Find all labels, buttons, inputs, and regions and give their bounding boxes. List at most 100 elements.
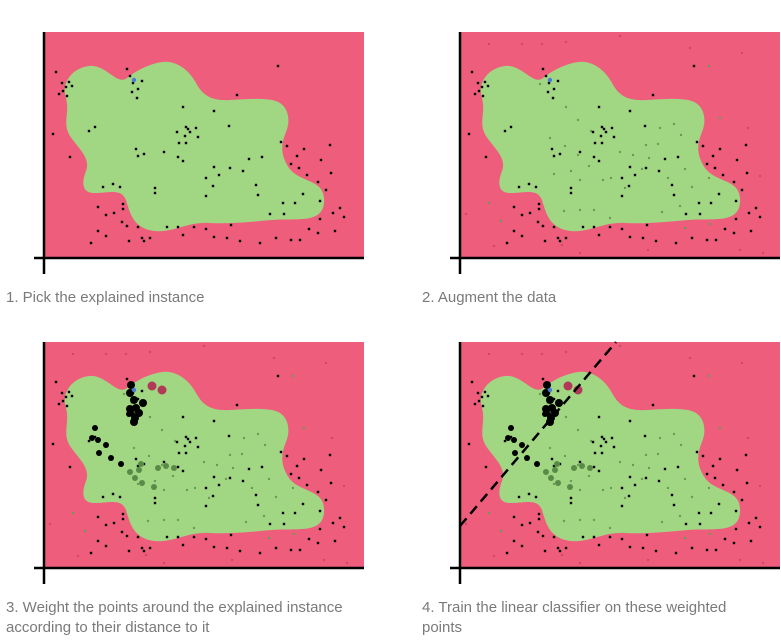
weighted-point	[155, 465, 161, 471]
augmented-sample	[71, 352, 75, 356]
augmented-sample	[672, 432, 676, 436]
weighted-point	[587, 465, 593, 471]
augmented-sample	[148, 350, 152, 354]
data-point	[745, 171, 749, 175]
augmented-sample	[136, 482, 140, 486]
augmented-sample	[250, 486, 254, 490]
data-point	[556, 236, 560, 240]
data-point	[131, 81, 135, 85]
augmented-sample	[487, 42, 491, 46]
augmented-sample	[487, 352, 491, 356]
data-point	[297, 166, 301, 170]
augmented-sample	[263, 443, 267, 447]
augmented-sample	[683, 477, 687, 481]
data-point	[318, 217, 322, 221]
data-point	[289, 548, 293, 552]
data-point	[509, 125, 513, 129]
data-point	[307, 227, 311, 231]
data-point	[484, 465, 488, 469]
data-point	[517, 495, 521, 499]
data-point	[127, 239, 131, 243]
data-point	[537, 202, 541, 206]
data-point	[130, 90, 134, 94]
weighted-point	[511, 437, 517, 443]
augmented-sample	[122, 392, 126, 396]
data-point	[558, 549, 562, 553]
data-point	[101, 185, 105, 189]
data-point	[136, 535, 140, 539]
augmented-sample	[564, 105, 568, 109]
data-point	[476, 391, 480, 395]
data-point	[643, 124, 647, 128]
data-point	[654, 239, 658, 243]
panel-1	[34, 28, 364, 276]
data-point	[165, 225, 169, 229]
data-point	[721, 483, 725, 487]
data-point	[175, 130, 179, 134]
data-point	[96, 515, 100, 519]
augmented-sample	[148, 415, 152, 419]
weighted-point	[519, 442, 525, 448]
data-point	[734, 527, 738, 531]
data-point	[176, 535, 180, 539]
data-point	[60, 81, 64, 85]
data-point	[467, 132, 471, 136]
data-point	[247, 467, 251, 471]
augmented-sample	[499, 529, 503, 533]
data-point	[628, 545, 632, 549]
augmented-sample	[738, 558, 742, 562]
data-point	[754, 516, 758, 520]
data-point	[552, 225, 556, 229]
data-point	[227, 124, 231, 128]
data-point	[329, 481, 333, 485]
data-point	[177, 451, 181, 455]
data-point	[211, 494, 215, 498]
data-point	[260, 465, 264, 469]
data-point	[89, 551, 93, 555]
data-point	[550, 147, 554, 151]
augmented-sample	[740, 361, 744, 365]
data-point	[254, 493, 258, 497]
data-point	[276, 64, 280, 68]
data-point	[473, 402, 477, 406]
data-point	[238, 549, 242, 553]
data-point	[54, 380, 58, 384]
data-point	[57, 402, 61, 406]
augmented-sample	[740, 51, 744, 55]
data-point	[592, 465, 596, 469]
augmented-sample	[230, 558, 234, 562]
augmented-sample	[538, 392, 542, 396]
data-point	[256, 503, 260, 507]
data-point	[153, 501, 157, 505]
data-point	[534, 495, 538, 499]
augmented-sample	[592, 208, 596, 212]
augmented-sample	[144, 553, 148, 557]
augmented-sample	[738, 248, 742, 252]
data-point	[684, 212, 688, 216]
data-point	[104, 234, 108, 238]
data-point	[67, 390, 71, 394]
data-point	[477, 89, 481, 93]
data-point	[184, 451, 188, 455]
data-point	[749, 229, 753, 233]
augmented-sample	[683, 167, 687, 171]
augmented-sample	[162, 488, 166, 492]
data-point	[734, 199, 738, 203]
weighted-point	[139, 480, 145, 486]
augmented-sample	[548, 136, 552, 140]
data-point	[282, 212, 286, 216]
augmented-sample	[576, 463, 580, 467]
augmented-sample	[520, 42, 524, 46]
data-point	[628, 419, 632, 423]
data-point	[316, 180, 320, 184]
data-point	[744, 143, 748, 147]
data-point	[293, 511, 297, 515]
data-point	[196, 445, 200, 449]
data-point	[212, 235, 216, 239]
data-point	[697, 201, 701, 205]
data-point	[470, 380, 474, 384]
data-point	[718, 457, 722, 461]
augmented-sample	[656, 452, 660, 456]
data-point	[734, 509, 738, 513]
data-point	[745, 481, 749, 485]
